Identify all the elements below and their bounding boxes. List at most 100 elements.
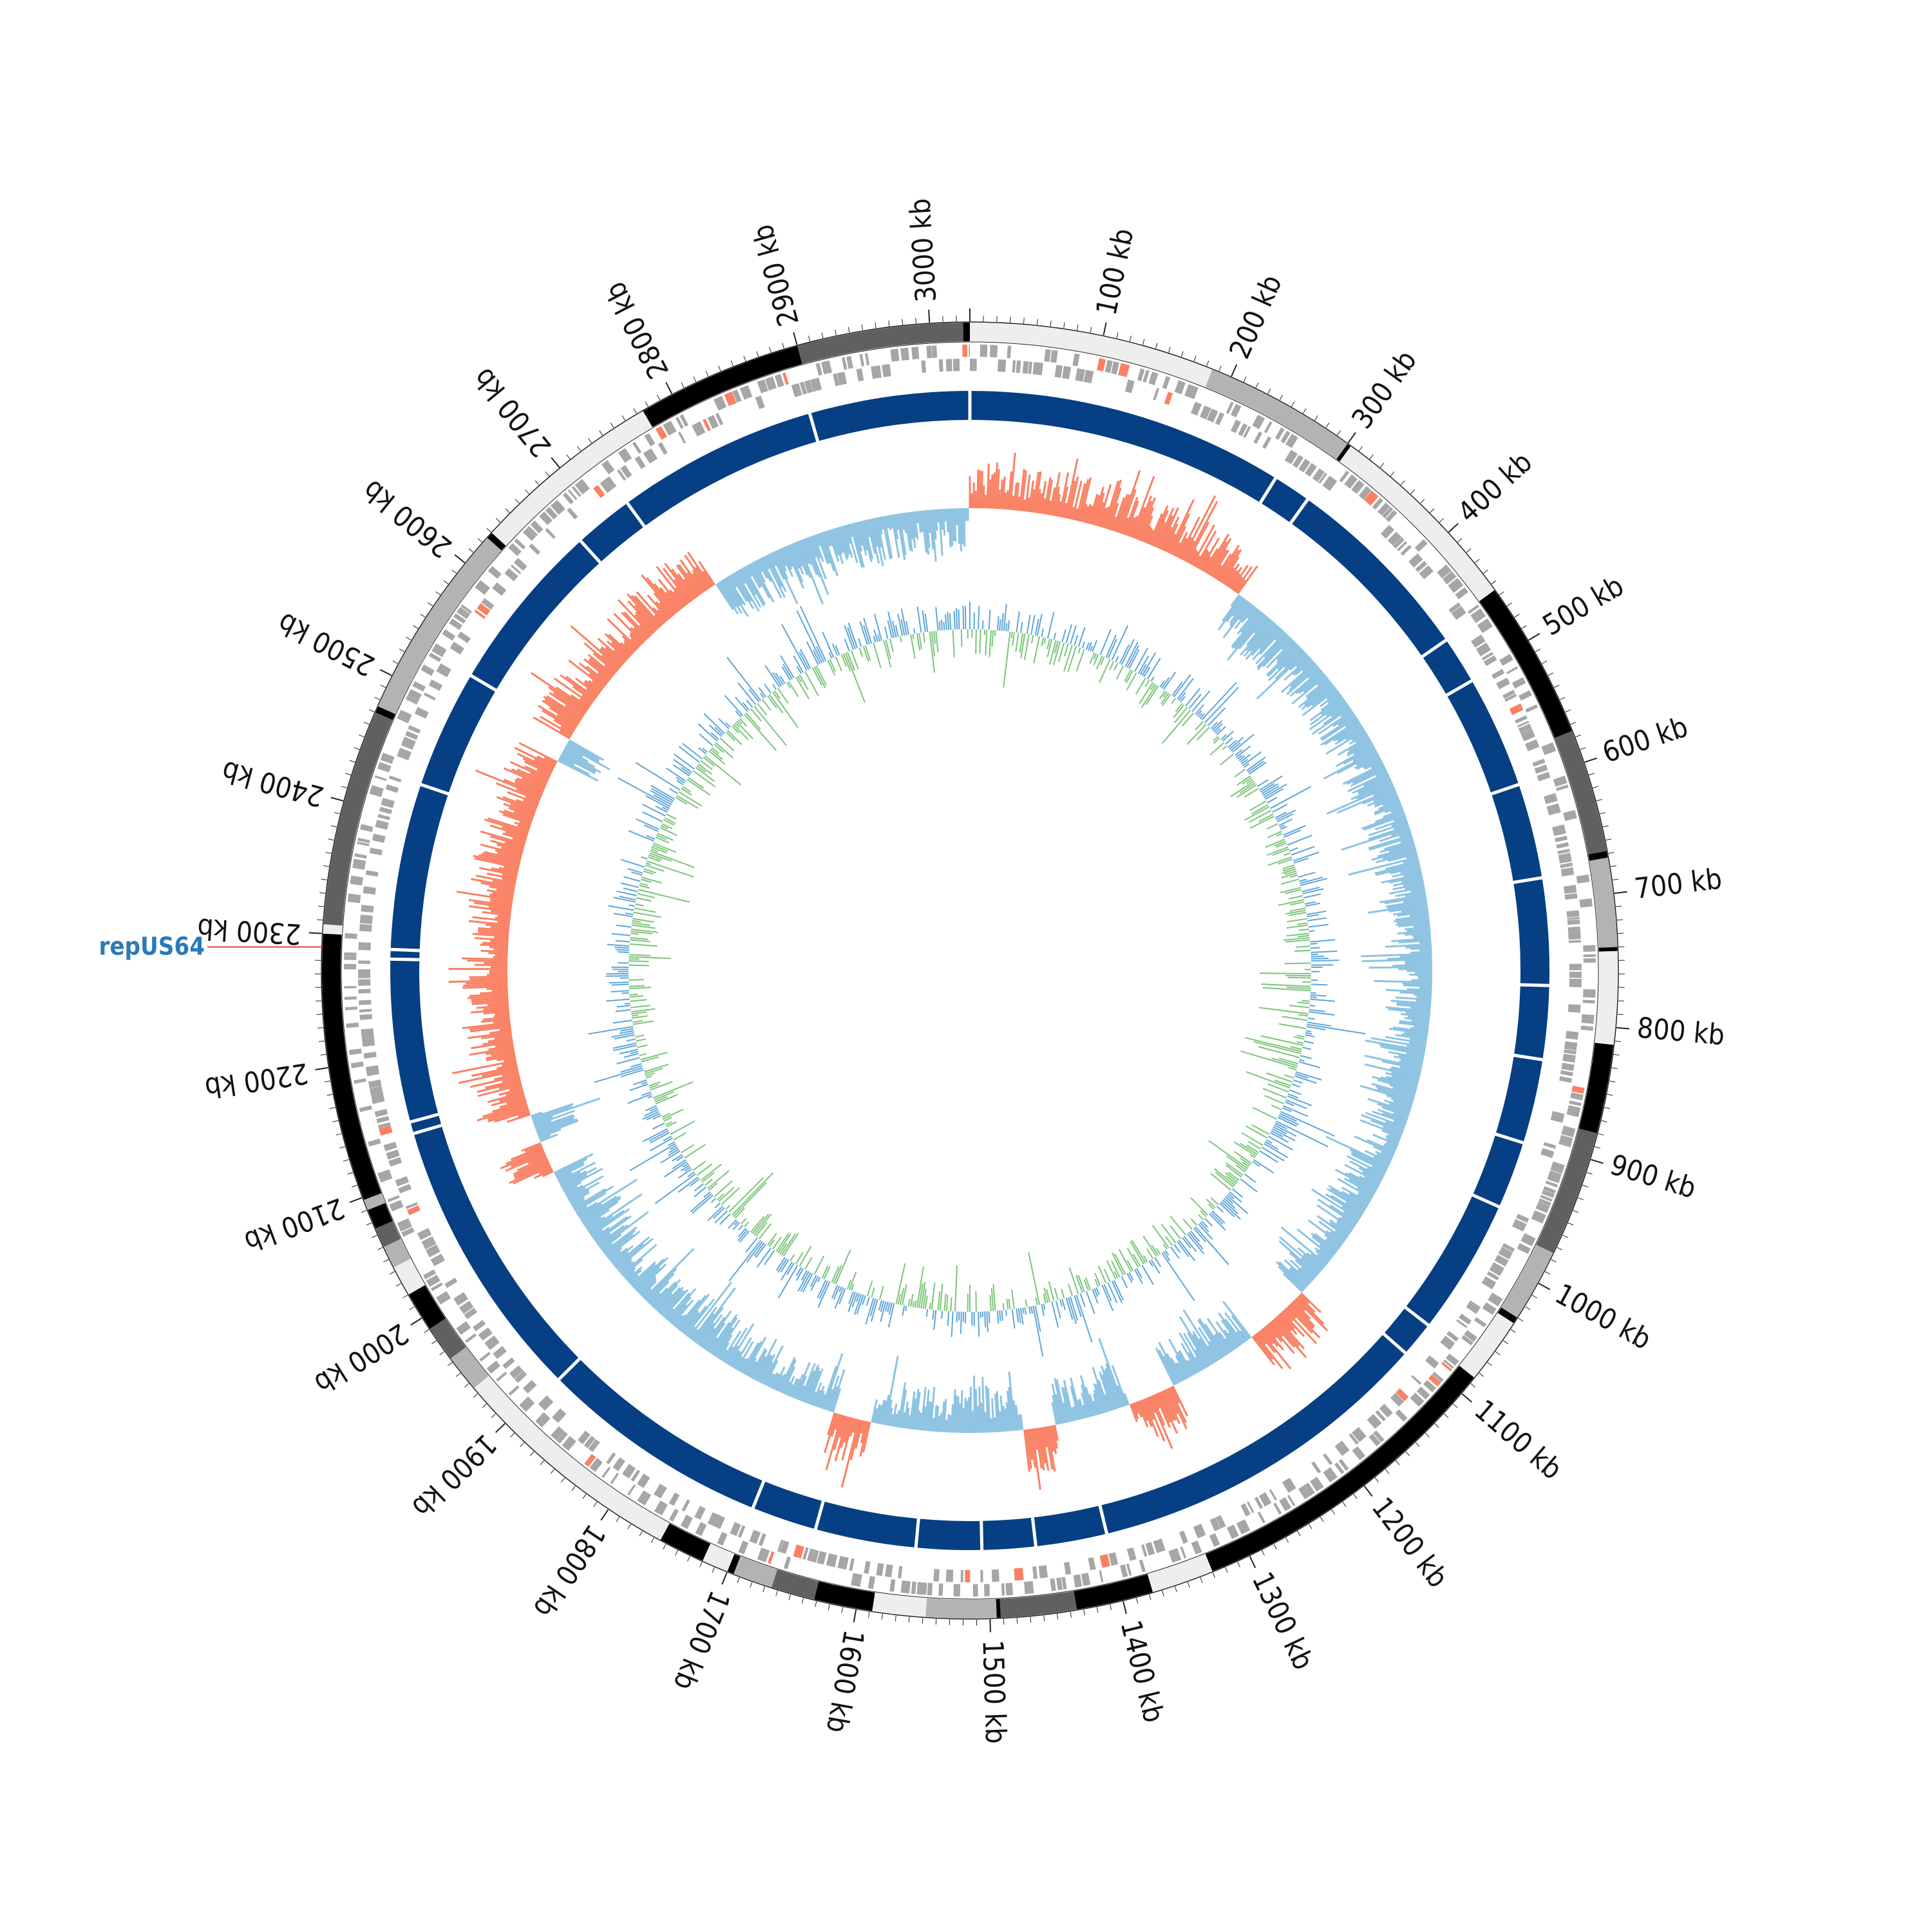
content-bar: [1289, 1259, 1314, 1282]
gene-block: [1264, 421, 1273, 433]
contig-segment: [727, 1554, 741, 1574]
gene-block: [980, 345, 988, 357]
content-bar: [882, 1394, 890, 1425]
gene-block: [885, 1564, 893, 1578]
skew-bar: [676, 795, 699, 809]
skew-bar: [1130, 1241, 1145, 1265]
gene-block: [1126, 1563, 1132, 1576]
gene-block: [692, 421, 706, 437]
content-bar: [1410, 1007, 1431, 1010]
content-bar: [478, 867, 518, 877]
content-bar: [589, 658, 614, 678]
tick-label: 1400 kb: [1113, 1617, 1170, 1726]
content-bar: [1283, 656, 1311, 681]
skew-bar: [753, 1242, 765, 1256]
skew-bar: [1198, 712, 1203, 718]
skew-bar: [1280, 1111, 1335, 1137]
gene-block: [1258, 1492, 1272, 1507]
contig-segment: [375, 706, 395, 720]
content-bar: [1334, 1168, 1377, 1193]
skew-bar: [935, 630, 939, 653]
content-bar: [1400, 1066, 1421, 1073]
content-bar: [871, 518, 884, 567]
skew-bar: [1278, 1115, 1299, 1126]
content-bar: [1142, 526, 1151, 543]
content-bar: [1046, 1426, 1056, 1472]
skew-bar: [1135, 677, 1146, 695]
gene-block: [1014, 1567, 1024, 1581]
gene-block: [757, 379, 768, 393]
gene-block: [972, 1584, 978, 1596]
skew-bar: [1041, 637, 1045, 647]
gene-block: [358, 979, 371, 986]
skew-bar: [885, 639, 892, 659]
content-bar: [1285, 666, 1320, 696]
content-bar: [524, 765, 551, 779]
content-bar: [1171, 1385, 1189, 1417]
content-bar: [1390, 999, 1432, 1005]
gene-block: [1471, 634, 1486, 648]
content-bar: [1084, 1387, 1095, 1417]
skew-bar: [947, 1311, 950, 1326]
skew-bar: [1139, 682, 1154, 705]
skew-bar: [1276, 810, 1296, 820]
content-bar: [1396, 920, 1430, 926]
content-bar: [748, 564, 762, 587]
content-bar: [583, 1209, 610, 1227]
major-tick: [1448, 523, 1459, 533]
content-bar: [741, 1342, 760, 1374]
content-bar: [1168, 1338, 1191, 1378]
gene-block: [990, 345, 998, 357]
content-bar: [1068, 476, 1079, 519]
gene-block: [509, 1365, 524, 1379]
skew-bar: [939, 1283, 943, 1311]
content-bar: [1392, 1026, 1428, 1034]
gene-block: [535, 1412, 551, 1428]
gene-block: [768, 1551, 775, 1564]
content-bar: [492, 1100, 527, 1113]
content-bar: [476, 875, 516, 885]
content-bar: [873, 1408, 878, 1423]
skew-bar: [994, 630, 996, 637]
skew-bar: [777, 1233, 791, 1253]
gene-block: [1024, 1581, 1034, 1595]
gene-block: [1390, 1396, 1401, 1407]
content-bar: [1255, 631, 1286, 665]
skew-bar: [1030, 1306, 1034, 1314]
content-bar: [1388, 875, 1423, 884]
content-bar: [1265, 643, 1299, 676]
content-bar: [488, 1044, 514, 1051]
content-bar: [503, 767, 546, 788]
content-bar: [492, 880, 516, 886]
skew-bar: [642, 811, 663, 822]
gene-block: [1254, 1497, 1264, 1510]
skew-bar: [1074, 634, 1079, 646]
content-bar: [1009, 452, 1016, 510]
content-bar: [999, 1395, 1005, 1432]
skew-bar: [1300, 1055, 1312, 1059]
gene-block: [421, 1236, 437, 1250]
minor-tick: [1243, 376, 1247, 383]
content-bar: [698, 560, 715, 586]
content-bar: [565, 744, 611, 771]
major-tick: [1347, 432, 1356, 444]
skew-bar: [626, 1038, 636, 1042]
contig-outer-border: [321, 321, 1619, 1620]
content-bar: [618, 1260, 632, 1273]
content-bar: [1023, 1429, 1030, 1472]
content-bar: [994, 462, 999, 509]
skew-bar: [1162, 1244, 1168, 1250]
content-bar: [662, 567, 691, 603]
content-bar: [654, 614, 664, 625]
skew-bar: [1128, 649, 1140, 669]
skew-bar: [1276, 833, 1283, 837]
content-bar: [792, 1374, 804, 1399]
content-bar: [884, 1356, 899, 1426]
minor-tick: [1502, 1340, 1508, 1345]
minor-tick: [675, 1550, 679, 1556]
content-bar: [708, 1321, 730, 1353]
gene-block: [817, 1551, 827, 1565]
content-bar: [1352, 766, 1386, 784]
skew-bar: [1290, 901, 1305, 906]
skew-bar: [1306, 1025, 1326, 1030]
